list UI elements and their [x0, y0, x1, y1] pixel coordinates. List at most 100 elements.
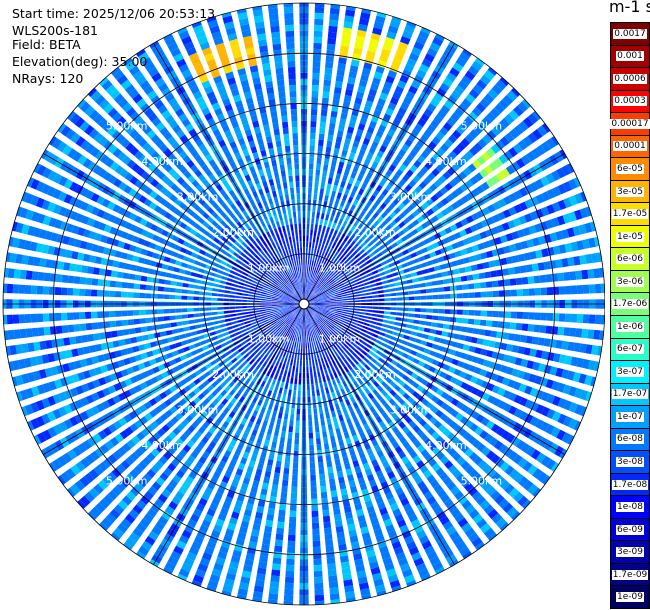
ray-gate: [331, 410, 336, 418]
ray-gate: [530, 449, 541, 460]
ray-gate: [94, 502, 106, 514]
ray-gate: [541, 406, 550, 417]
ray-gate: [272, 310, 279, 313]
ray-gate: [318, 224, 322, 232]
ray-gate: [450, 309, 457, 315]
ray-gate: [550, 136, 559, 146]
ray-gate: [329, 116, 337, 124]
ray-gate: [190, 435, 199, 444]
ray-gate: [360, 417, 368, 426]
ray-gate: [63, 419, 73, 430]
ray-gate: [451, 260, 459, 267]
ray-gate: [50, 232, 59, 242]
ray-gate: [307, 199, 312, 206]
ray-gate: [472, 159, 482, 169]
ray-gate: [103, 290, 110, 297]
ray-gate: [37, 327, 45, 337]
ray-gate: [320, 115, 327, 123]
ray-gate: [278, 310, 285, 313]
ray-gate: [109, 508, 121, 520]
ray-gate: [420, 486, 430, 495]
ray-gate: [384, 134, 393, 143]
ray-gate: [388, 340, 395, 346]
ray-gate: [150, 464, 160, 474]
ray: [305, 77, 509, 303]
ray-gate: [283, 306, 290, 309]
ray-gate: [324, 320, 330, 325]
ray-gate: [233, 505, 242, 514]
ray-gate: [41, 413, 51, 425]
ray-gate: [306, 223, 310, 230]
ray-gate: [327, 177, 333, 185]
ray-gate: [341, 294, 348, 297]
ray-gate: [329, 293, 336, 297]
ray-gate: [183, 394, 192, 403]
ray-gate: [513, 190, 523, 200]
ray-gate: [420, 166, 429, 175]
ray-gate: [484, 433, 494, 443]
ray-gate: [332, 447, 339, 455]
ray-gate: [552, 353, 561, 363]
ray-gate: [314, 274, 318, 280]
ray-gate: [389, 389, 397, 397]
ray-gate: [332, 329, 338, 335]
ray-gate: [232, 549, 242, 558]
ray-gate: [367, 44, 378, 53]
ray-gate: [120, 231, 129, 239]
ray-gate: [336, 301, 343, 303]
ray-gate: [336, 269, 343, 275]
ray-gate: [260, 311, 267, 314]
ray-gate: [307, 384, 310, 391]
ray-gate: [254, 339, 261, 345]
ray-gate: [311, 260, 314, 267]
ray-gate: [296, 414, 300, 421]
ray-gate: [74, 413, 84, 424]
ray-gate: [310, 295, 316, 300]
ray-gate: [324, 232, 329, 239]
ray-gate: [169, 294, 176, 300]
ray-gate: [55, 274, 63, 283]
ray-gate: [376, 590, 387, 596]
ray-gate: [62, 363, 70, 373]
ray-gate: [264, 395, 270, 403]
ray-gate: [444, 294, 451, 299]
ray-gate: [220, 381, 227, 388]
ray-gate: [266, 311, 273, 315]
ray-gate: [486, 467, 497, 478]
ray-gate: [432, 561, 444, 572]
ray-gate: [15, 222, 24, 233]
ray-gate: [122, 443, 132, 453]
ray-gate: [521, 276, 529, 285]
ray-gate: [323, 219, 328, 227]
ray-gate: [347, 443, 354, 451]
ray-gate: [3, 283, 8, 294]
ray-gate: [563, 327, 571, 337]
ray-gate: [384, 36, 395, 46]
ray-gate: [391, 585, 402, 592]
ray-gate: [9, 345, 17, 356]
ray-gate: [7, 268, 15, 279]
ray-gate: [471, 491, 482, 501]
ray-gate: [317, 262, 321, 269]
ray-gate: [321, 103, 329, 111]
ray-gate: [503, 150, 513, 161]
ray-gate: [318, 276, 323, 282]
ray-gate: [182, 255, 190, 262]
ray-gate: [355, 407, 362, 415]
ray-gate: [550, 426, 561, 438]
ray-gate: [122, 329, 130, 336]
ray-gate: [325, 545, 334, 553]
ray-gate: [546, 312, 554, 321]
ray-gate: [277, 412, 283, 419]
ray-gate: [229, 333, 237, 338]
ray-gate: [294, 353, 297, 361]
ray-gate: [343, 506, 352, 514]
ray-gate: [471, 60, 483, 71]
ray-gate: [325, 327, 331, 334]
ray-gate: [561, 229, 570, 239]
ray-gate: [532, 110, 541, 121]
ray-gate: [318, 351, 323, 359]
ray-gate: [360, 299, 367, 302]
ray-gate: [192, 336, 200, 342]
ray-gate: [346, 317, 353, 321]
